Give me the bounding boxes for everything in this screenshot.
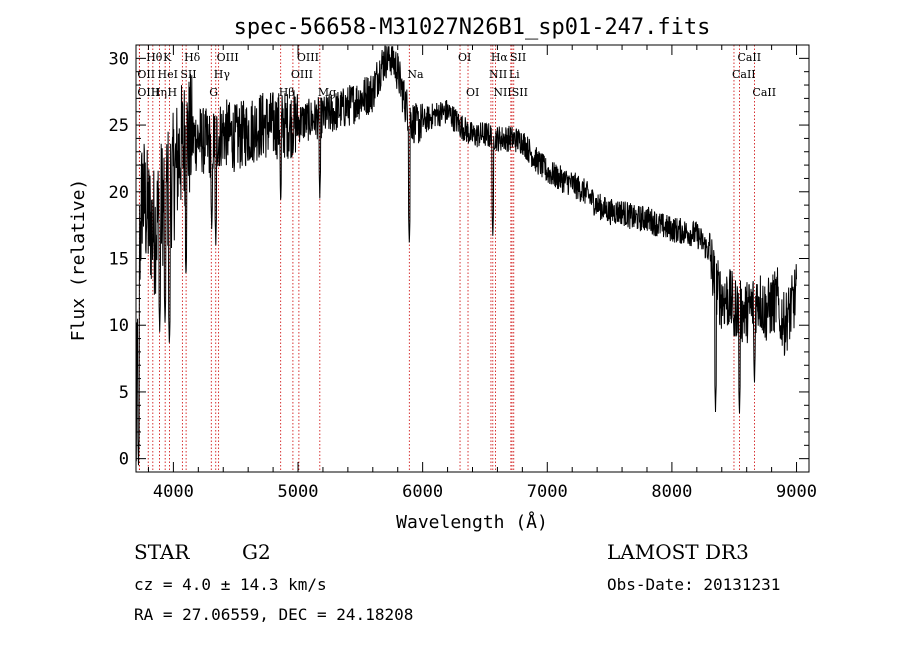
y-tick-label: 20 bbox=[109, 183, 129, 203]
x-tick-label: 8000 bbox=[651, 482, 692, 502]
x-tick-label: 5000 bbox=[278, 482, 319, 502]
y-tick-label: 30 bbox=[109, 49, 129, 69]
y-axis: 0 5 10 15 20 25 30 bbox=[109, 49, 809, 470]
x-tick-label: 6000 bbox=[402, 482, 443, 502]
x-tick-label: 9000 bbox=[776, 482, 817, 502]
y-tick-label: 25 bbox=[109, 116, 129, 136]
y-tick-label: 10 bbox=[109, 316, 129, 336]
spectral-line-label: K bbox=[163, 51, 172, 64]
spectral-line-label: Hδ bbox=[184, 51, 201, 64]
chart-title: spec-56658-M31027N26B1_sp01-247.fits bbox=[234, 15, 711, 40]
spectral-line-label: Hθ bbox=[146, 51, 163, 64]
spectral-line-label: Mg bbox=[318, 86, 336, 99]
redshift-velocity: cz = 4.0 ± 14.3 km/s bbox=[134, 575, 327, 594]
spectrum-line bbox=[135, 45, 797, 466]
y-tick-label: 5 bbox=[119, 383, 129, 403]
y-tick-label: 0 bbox=[119, 450, 129, 470]
spectral-line-label: G bbox=[209, 86, 218, 99]
spectral-line-label: NII bbox=[489, 68, 507, 81]
spectral-line-label: OIII bbox=[291, 68, 313, 81]
spectral-line-label: OI bbox=[458, 51, 471, 64]
object-subclass: G2 bbox=[242, 540, 271, 564]
spectral-line-label: Na bbox=[407, 68, 424, 81]
y-axis-label: Flux (relative) bbox=[68, 179, 89, 342]
spectral-line-label: Li bbox=[509, 68, 520, 81]
x-tick-label: 7000 bbox=[527, 482, 568, 502]
spectral-line-label: Hγ bbox=[214, 68, 231, 81]
x-tick-label: 4000 bbox=[153, 482, 194, 502]
spectral-line-label: SII bbox=[512, 86, 528, 99]
x-axis: 4000 5000 6000 7000 8000 9000 bbox=[147, 45, 817, 502]
spectral-line-label: OIII bbox=[137, 86, 159, 99]
y-tick-label: 15 bbox=[109, 250, 129, 270]
spectral-line-label: CaII bbox=[752, 86, 776, 99]
object-type: STAR bbox=[134, 540, 190, 564]
survey-name: LAMOST DR3 bbox=[607, 540, 749, 564]
spectral-line-label: Hβ bbox=[279, 86, 295, 99]
spectral-line-label: CaII bbox=[737, 51, 761, 64]
x-axis-label: Wavelength (Å) bbox=[396, 511, 548, 533]
spectral-line-label: OI bbox=[466, 86, 479, 99]
spectral-line-label: OIII bbox=[217, 51, 239, 64]
spectral-line-label: SII bbox=[180, 68, 196, 81]
spectral-line-label: NII bbox=[493, 86, 511, 99]
observation-date: Obs-Date: 20131231 bbox=[607, 575, 780, 594]
spectral-line-label: H bbox=[168, 86, 178, 99]
spectral-line-label: HeI bbox=[158, 68, 178, 81]
spectral-line-markers bbox=[138, 45, 755, 472]
spectral-line-label: Hα bbox=[491, 51, 509, 64]
spectral-line-label: OIII bbox=[297, 51, 319, 64]
spectral-line-label: OII bbox=[137, 68, 155, 81]
spectral-line-label: CaII bbox=[732, 68, 756, 81]
spectral-line-label: SII bbox=[510, 51, 526, 64]
coordinates: RA = 27.06559, DEC = 24.18208 bbox=[134, 605, 413, 624]
spectral-line-label: Hη bbox=[151, 86, 167, 99]
